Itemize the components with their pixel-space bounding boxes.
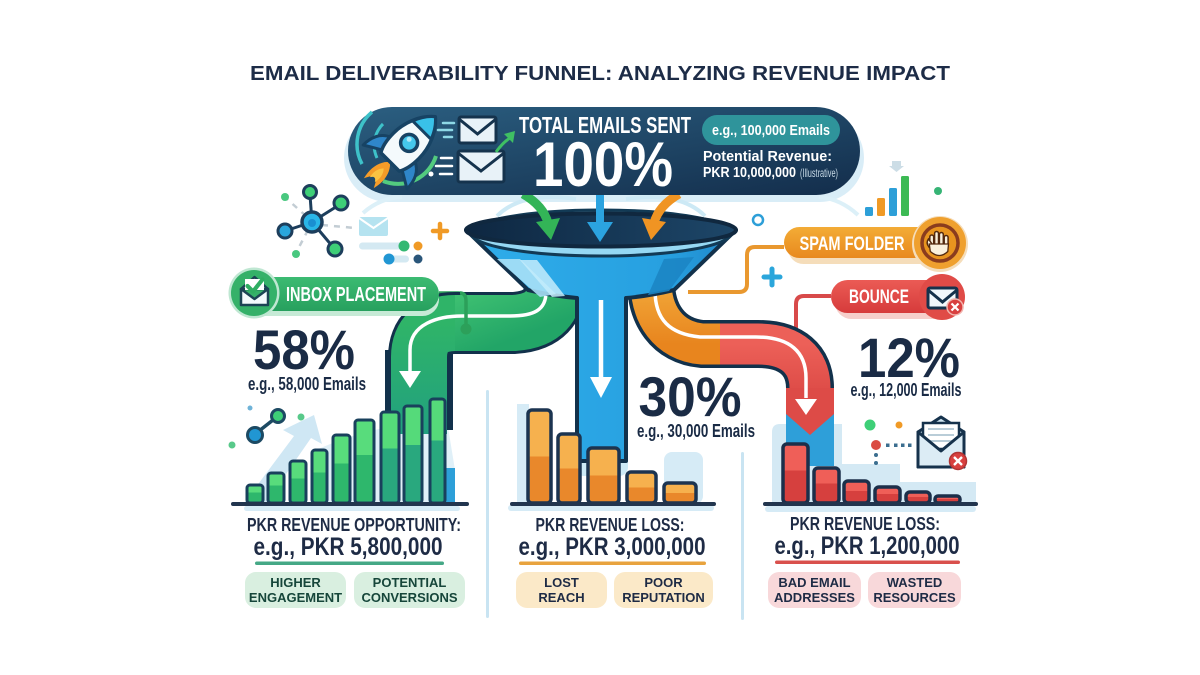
svg-text:BAD EMAIL: BAD EMAIL: [778, 575, 850, 590]
svg-text:e.g., PKR 3,000,000: e.g., PKR 3,000,000: [519, 533, 706, 561]
svg-text:CONVERSIONS: CONVERSIONS: [361, 590, 457, 605]
svg-text:e.g., PKR 5,800,000: e.g., PKR 5,800,000: [254, 533, 443, 561]
svg-text:LOST: LOST: [544, 575, 579, 590]
svg-text:PKR REVENUE LOSS:: PKR REVENUE LOSS:: [536, 515, 685, 535]
svg-text:e.g., 12,000 Emails: e.g., 12,000 Emails: [851, 380, 962, 400]
svg-text:EMAIL DELIVERABILITY FUNNEL: A: EMAIL DELIVERABILITY FUNNEL: ANALYZING R…: [250, 62, 951, 85]
svg-text:ADDRESSES: ADDRESSES: [774, 590, 855, 605]
svg-text:30%: 30%: [639, 365, 742, 428]
svg-text:58%: 58%: [253, 318, 355, 381]
svg-text:PKR REVENUE OPPORTUNITY:: PKR REVENUE OPPORTUNITY:: [247, 515, 461, 535]
svg-text:WASTED: WASTED: [887, 575, 943, 590]
svg-text:REPUTATION: REPUTATION: [622, 590, 705, 605]
svg-text:e.g., 100,000 Emails: e.g., 100,000 Emails: [712, 122, 830, 139]
svg-text:RESOURCES: RESOURCES: [873, 590, 956, 605]
svg-text:e.g., 30,000 Emails: e.g., 30,000 Emails: [637, 421, 755, 441]
svg-text:PKR 10,000,000: PKR 10,000,000: [703, 164, 796, 181]
svg-text:PKR REVENUE LOSS:: PKR REVENUE LOSS:: [790, 514, 940, 534]
svg-text:100%: 100%: [533, 130, 673, 200]
svg-text:SPAM FOLDER: SPAM FOLDER: [800, 234, 905, 255]
svg-text:(Illustrative): (Illustrative): [800, 166, 838, 180]
svg-text:REACH: REACH: [538, 590, 584, 605]
svg-text:POTENTIAL: POTENTIAL: [373, 575, 447, 590]
svg-text:12%: 12%: [858, 326, 960, 389]
svg-text:e.g., 58,000 Emails: e.g., 58,000 Emails: [248, 374, 366, 394]
svg-text:POOR: POOR: [644, 575, 683, 590]
svg-text:TOTAL EMAILS SENT: TOTAL EMAILS SENT: [519, 112, 691, 138]
svg-text:ENGAGEMENT: ENGAGEMENT: [249, 590, 342, 605]
svg-text:e.g., PKR 1,200,000: e.g., PKR 1,200,000: [775, 532, 960, 560]
svg-text:INBOX PLACEMENT: INBOX PLACEMENT: [286, 284, 426, 306]
svg-text:Potential Revenue:: Potential Revenue:: [703, 148, 832, 165]
svg-text:BOUNCE: BOUNCE: [849, 287, 909, 308]
svg-text:HIGHER: HIGHER: [270, 575, 321, 590]
